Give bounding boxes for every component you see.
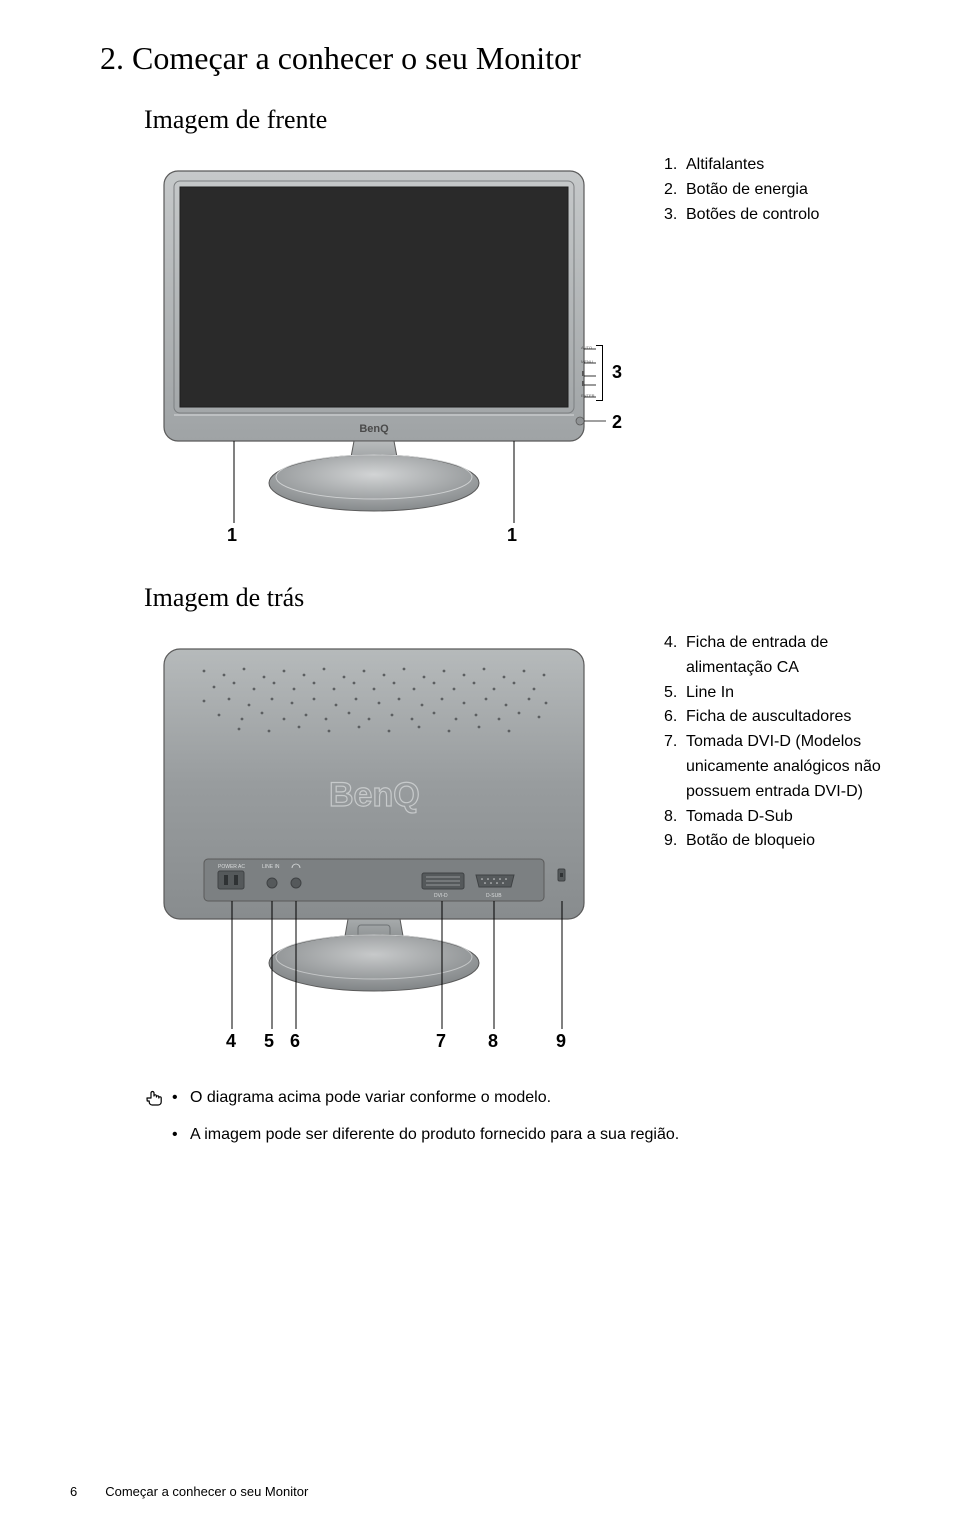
note-2: A imagem pode ser diferente do produto f… — [190, 1122, 679, 1148]
callout-1b: 1 — [507, 525, 517, 546]
callout-7: 7 — [436, 1031, 446, 1052]
svg-text:BenQ: BenQ — [329, 776, 420, 814]
brand-text: BenQ — [359, 423, 389, 435]
callout-6: 6 — [290, 1031, 300, 1052]
callout-9: 9 — [556, 1031, 566, 1052]
callout-2: 2 — [612, 412, 622, 433]
callout-5: 5 — [264, 1031, 274, 1052]
callout-8: 8 — [488, 1031, 498, 1052]
back-heading: Imagem de trás — [144, 583, 900, 613]
callout-4: 4 — [226, 1031, 236, 1052]
notes: • O diagrama acima pode variar conforme … — [144, 1085, 900, 1147]
note-1: O diagrama acima pode variar conforme o … — [190, 1085, 551, 1111]
section-title: 2. Começar a conhecer o seu Monitor — [100, 40, 900, 77]
back-list: 4.Ficha de entrada de alimentação CA 5.L… — [664, 631, 900, 854]
front-diagram: BenQ AUTO MENU ENTER — [144, 153, 624, 553]
svg-text:LINE IN: LINE IN — [262, 864, 280, 870]
page-footer: 6Começar a conhecer o seu Monitor — [70, 1484, 308, 1499]
svg-text:D-SUB: D-SUB — [486, 893, 502, 899]
front-list: 1.Altifalantes 2.Botão de energia 3.Botõ… — [664, 153, 819, 227]
hand-icon — [144, 1087, 172, 1116]
back-diagram: BenQ POWER AC LINE IN DVI-D — [144, 631, 624, 1061]
front-heading: Imagem de frente — [144, 105, 900, 135]
svg-text:DVI-D: DVI-D — [434, 893, 448, 899]
svg-text:POWER AC: POWER AC — [218, 864, 245, 870]
callout-3: 3 — [612, 362, 622, 383]
callout-1a: 1 — [227, 525, 237, 546]
